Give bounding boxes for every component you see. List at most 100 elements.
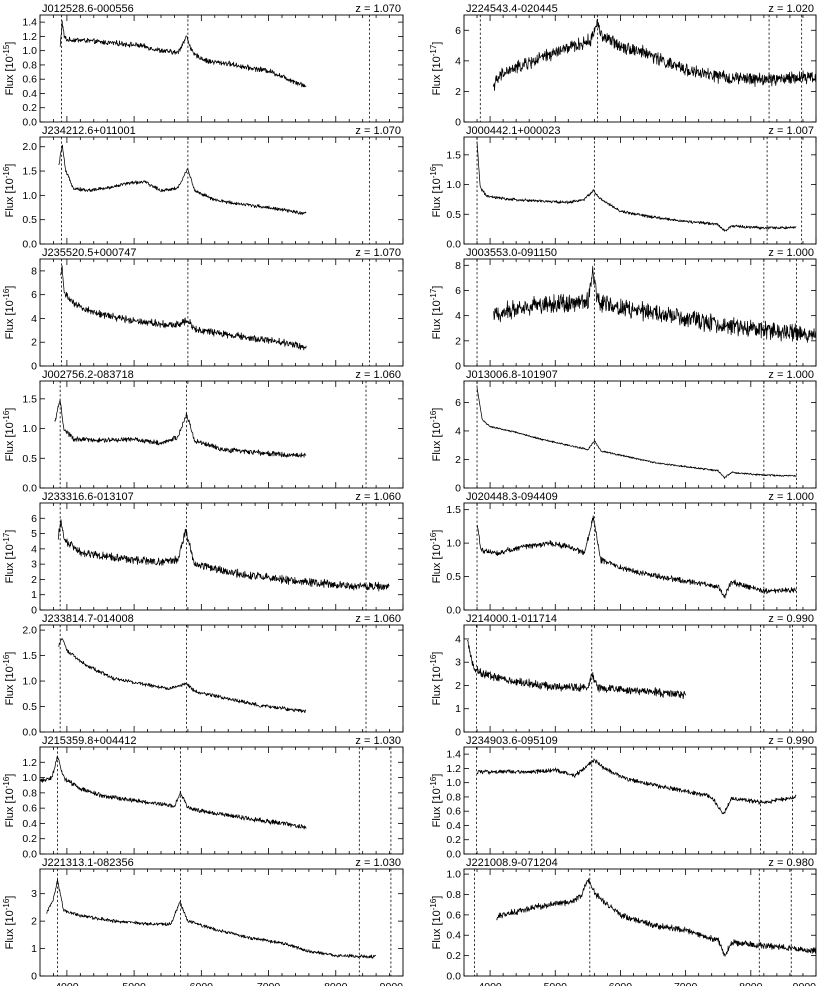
y-axis-label: Flux [10-16] xyxy=(429,896,443,950)
y-tick-label: 3 xyxy=(455,657,461,669)
y-tick-label: 1.0 xyxy=(446,777,461,789)
spectrum-panel: J233316.6-013107 z = 1.060 Flux [10-17] 0 1 2… xyxy=(2,491,404,617)
redshift-label: z = 1.070 xyxy=(355,247,401,259)
y-tick-label: 1.0 xyxy=(446,538,461,550)
y-tick-label: 2 xyxy=(31,916,37,928)
y-axis-label: Flux [10-17] xyxy=(2,530,16,584)
panel-title: J215359.8+004412 xyxy=(42,735,137,747)
spectrum-line xyxy=(54,399,307,458)
redshift-label: z = 1.030 xyxy=(355,857,401,869)
y-tick-label: 1.0 xyxy=(22,676,37,688)
spectrum-panel: J003553.0-091150 z = 1.000 Flux [10-17] 0 2 4… xyxy=(429,247,817,373)
panel-title: J233814.7-014008 xyxy=(42,613,134,625)
panel-title: J020448.3-094409 xyxy=(466,491,558,503)
y-tick-label: 0.6 xyxy=(446,806,461,818)
y-tick-label: 0 xyxy=(455,117,461,129)
x-tick-label: 8000 xyxy=(739,981,763,986)
y-axis-label: Flux [10-17] xyxy=(429,42,443,96)
y-tick-label: 0.4 xyxy=(446,820,461,832)
y-tick-label: 1.0 xyxy=(22,423,37,435)
y-tick-label: 0.6 xyxy=(22,74,37,86)
y-tick-label: 0.2 xyxy=(446,950,461,962)
y-tick-label: 1.0 xyxy=(22,45,37,57)
panel-title: J234212.6+011001 xyxy=(42,125,136,137)
y-tick-label: 4 xyxy=(455,425,461,437)
redshift-label: z = 1.070 xyxy=(355,125,401,137)
y-axis-label: Flux [10-16] xyxy=(2,286,16,340)
y-tick-label: 0.0 xyxy=(446,971,461,983)
y-tick-label: 0 xyxy=(455,361,461,373)
y-tick-label: 3 xyxy=(31,559,37,571)
y-tick-label: 0.8 xyxy=(446,889,461,901)
spectrum-line xyxy=(493,266,816,343)
y-axis-label: Flux [10-16] xyxy=(2,896,16,950)
y-tick-label: 1.0 xyxy=(22,190,37,202)
plot-frame xyxy=(463,380,817,489)
plot-frame xyxy=(39,136,404,245)
redshift-label: z = 1.007 xyxy=(768,125,814,137)
spectrum-panel: J215359.8+004412 z = 1.030 Flux [10-16] 0.0… xyxy=(2,735,404,861)
spectrum-line xyxy=(496,878,816,957)
plot-frame xyxy=(39,624,404,733)
spectrum-panel: J234212.6+011001 z = 1.070 Flux [10-16] 0.0… xyxy=(2,125,404,251)
y-tick-label: 1.0 xyxy=(446,869,461,881)
plot-frame xyxy=(463,258,817,367)
y-tick-label: 4 xyxy=(455,633,461,645)
spectrum-line xyxy=(40,755,307,830)
y-tick-label: 1 xyxy=(31,589,37,601)
redshift-label: z = 1.020 xyxy=(768,3,814,15)
panel-title: J012528.6-000556 xyxy=(42,3,134,15)
y-tick-label: 6 xyxy=(455,397,461,409)
redshift-label: z = 0.980 xyxy=(768,857,814,869)
y-tick-label: 1.5 xyxy=(446,504,461,516)
y-axis-label: Flux [10-16] xyxy=(429,408,443,462)
y-tick-label: 0.4 xyxy=(22,818,37,830)
spectrum-line xyxy=(492,18,816,91)
y-tick-label: 4 xyxy=(31,543,37,555)
spectrum-line xyxy=(46,879,377,959)
y-tick-label: 0.5 xyxy=(22,701,37,713)
spectrum-line xyxy=(60,265,307,351)
plot-frame xyxy=(39,502,404,611)
spectrum-line xyxy=(476,142,797,232)
y-tick-label: 2 xyxy=(31,574,37,586)
y-tick-label: 1.0 xyxy=(446,179,461,191)
plot-frame xyxy=(39,14,404,123)
spectrum-panel: J221008.9-071204 z = 0.980 Flux [10-16] 0.0… xyxy=(429,857,817,986)
y-tick-label: 0.6 xyxy=(22,803,37,815)
x-tick-label: 8000 xyxy=(324,981,348,986)
y-tick-label: 5 xyxy=(31,528,37,540)
y-tick-label: 0.5 xyxy=(22,453,37,465)
y-tick-label: 2 xyxy=(455,680,461,692)
spectrum-line xyxy=(466,640,686,700)
y-axis-label: Flux [10-16] xyxy=(429,164,443,218)
spectrum-panel: J000442.1+000023 z = 1.007 Flux [10-16] 0.0… xyxy=(429,125,817,251)
y-axis-label: Flux [10-16] xyxy=(429,652,443,706)
y-tick-label: 8 xyxy=(455,260,461,272)
y-tick-label: 0.0 xyxy=(446,849,461,861)
spectrum-panel: J012528.6-000556 z = 1.070 Flux [10-15] 0.0… xyxy=(2,3,404,129)
y-axis-label: Flux [10-16] xyxy=(2,774,16,828)
y-tick-label: 1.2 xyxy=(22,31,37,43)
spectrum-panel: J221313.1-082356 z = 1.030 Flux [10-16] 0 1 2… xyxy=(2,857,404,986)
y-tick-label: 1 xyxy=(31,943,37,955)
y-tick-label: 0.4 xyxy=(446,930,461,942)
x-tick-label: 9000 xyxy=(793,981,817,986)
y-tick-label: 0 xyxy=(455,483,461,495)
redshift-label: z = 1.070 xyxy=(355,3,401,15)
panel-title: J221008.9-071204 xyxy=(466,857,558,869)
spectrum-panel: J234903.6-095109 z = 0.990 Flux [10-16] 0.0… xyxy=(429,735,817,861)
panel-title: J002756.2-083718 xyxy=(42,369,134,381)
spectrum-panel: J233814.7-014008 z = 1.060 Flux [10-16] 0.0… xyxy=(2,613,404,739)
panel-title: J224543.4-020445 xyxy=(466,3,558,15)
spectrum-line xyxy=(476,758,797,815)
y-tick-label: 0.0 xyxy=(22,117,37,129)
y-tick-label: 0 xyxy=(31,971,37,983)
spectrum-line xyxy=(58,638,307,714)
spectrum-panel: J013006.8-101907 z = 1.000 Flux [10-16] 0 2 4… xyxy=(429,369,817,495)
redshift-label: z = 0.990 xyxy=(768,613,814,625)
spectrum-panel: J235520.5+000747 z = 1.070 Flux [10-16] 0 2 4… xyxy=(2,247,404,373)
y-tick-label: 2 xyxy=(455,335,461,347)
plot-frame xyxy=(463,14,817,123)
